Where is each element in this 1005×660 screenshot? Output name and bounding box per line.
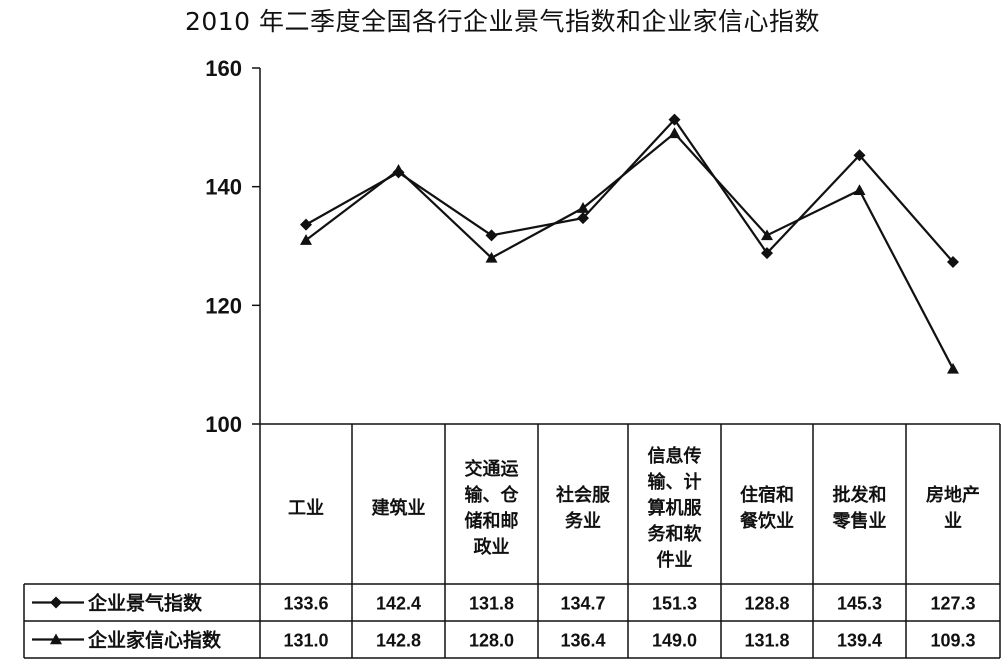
data-point-diamond: [853, 149, 866, 162]
data-point-triangle: [392, 164, 405, 175]
legend-diamond-marker: [50, 596, 62, 609]
data-point-diamond: [485, 229, 498, 242]
x-category-label: 工业: [288, 498, 324, 519]
data-point-triangle: [761, 229, 773, 241]
data-point-diamond: [761, 247, 773, 260]
x-category-label: 房地产业: [926, 484, 980, 532]
data-point-diamond: [300, 218, 312, 231]
table-value: 142.4: [376, 594, 421, 614]
y-tick-label: 100: [205, 412, 242, 437]
table-value: 145.3: [837, 594, 882, 614]
table-value: 136.4: [560, 631, 605, 651]
x-category-label: 住宿和餐饮业: [739, 484, 794, 532]
y-tick-label: 160: [205, 56, 242, 81]
data-point-triangle: [485, 251, 498, 263]
series-line-1: [305, 117, 954, 263]
table-value: 134.7: [560, 594, 605, 614]
table-value: 127.3: [930, 594, 975, 614]
legend-label: 企业景气指数: [87, 592, 203, 615]
table-value: 149.0: [652, 631, 697, 651]
table-value: 128.0: [469, 631, 514, 651]
data-point-triangle: [853, 184, 866, 196]
table-value: 133.6: [283, 594, 328, 614]
x-category-label: 社会服务业: [556, 484, 611, 532]
table-value: 128.8: [744, 594, 789, 614]
data-point-triangle: [300, 234, 312, 245]
table-value: 131.8: [469, 594, 514, 614]
legend-label: 企业家信心指数: [87, 629, 222, 652]
data-point-diamond: [668, 113, 681, 126]
data-point-diamond: [577, 212, 589, 225]
x-category-label: 交通运输、仓储和邮政业: [464, 458, 520, 558]
x-category-label: 建筑业: [372, 497, 426, 519]
chart-title: 2010 年二季度全国各行企业景气指数和企业家信心指数: [184, 7, 821, 36]
data-point-diamond: [947, 256, 959, 269]
x-category-label: 信息传输、计算机服务和软件业: [648, 445, 703, 571]
y-tick-label: 140: [205, 175, 242, 200]
table-value: 142.8: [376, 631, 421, 651]
table-value: 151.3: [652, 594, 697, 614]
y-tick-label: 120: [205, 293, 242, 318]
table-value: 131.8: [744, 631, 789, 651]
legend-triangle-marker: [50, 633, 62, 645]
data-point-triangle: [668, 127, 681, 139]
data-point-triangle: [947, 362, 959, 374]
table-value: 109.3: [930, 631, 975, 651]
series-line-2: [305, 131, 954, 370]
table-value: 131.0: [283, 631, 328, 651]
table-value: 139.4: [837, 631, 882, 651]
x-category-label: 批发和零售业: [832, 484, 887, 532]
data-point-triangle: [577, 202, 589, 213]
